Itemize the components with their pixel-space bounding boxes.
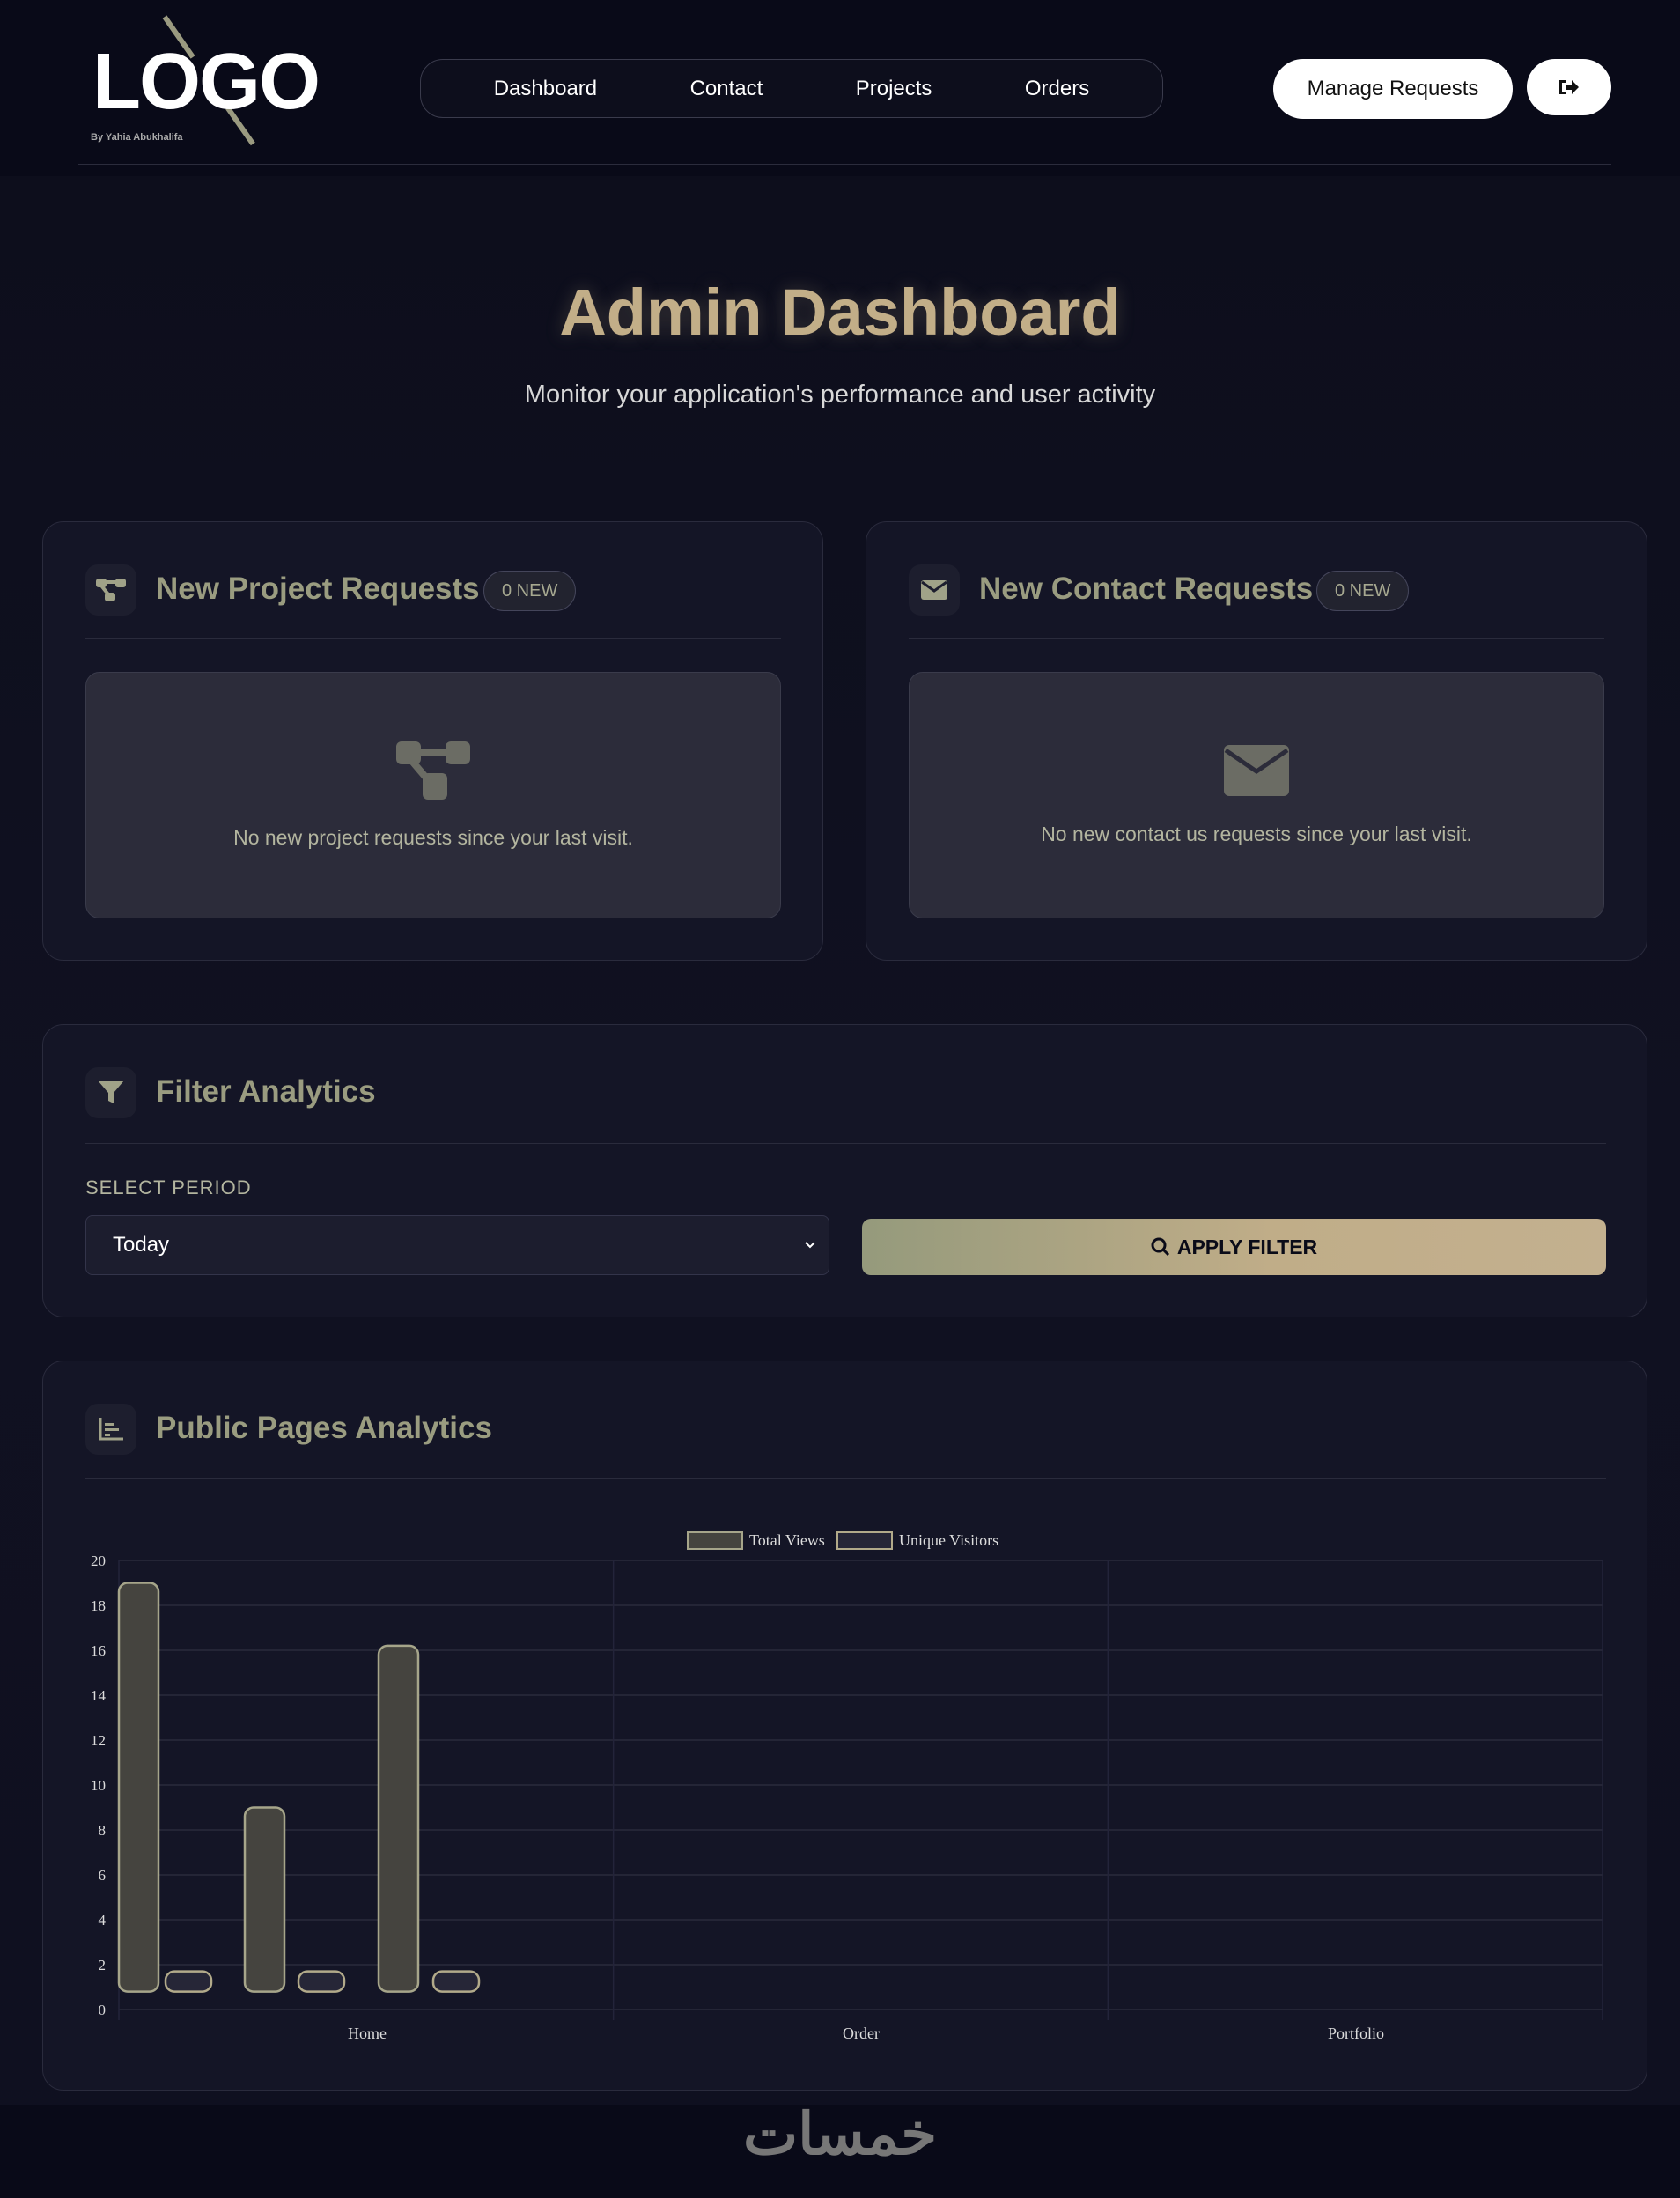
bar-total-views[interactable] [117, 1582, 160, 1993]
analytics-chart: Total Views Unique Visitors 0 2 4 6 8 10 12 14 1… [91, 1531, 1603, 2042]
y-tick-label: 8 [99, 1822, 107, 1839]
legend-total-views[interactable]: Total Views [749, 1531, 825, 1549]
chevron-down-icon [805, 1242, 815, 1249]
envelope-icon [1224, 744, 1289, 796]
project-diagram-icon [396, 741, 470, 800]
y-tick-label: 10 [91, 1777, 106, 1794]
legend-swatch-unique-visitors[interactable] [836, 1531, 893, 1550]
nav-projects[interactable]: Projects [855, 76, 932, 100]
card-title: Public Pages Analytics [156, 1411, 492, 1445]
y-tick-label: 2 [99, 1957, 107, 1973]
search-icon [1151, 1237, 1169, 1257]
manage-requests-button[interactable]: Manage Requests [1273, 59, 1513, 119]
y-tick-label: 16 [91, 1642, 106, 1659]
new-count-badge: 0 NEW [1316, 571, 1410, 611]
project-diagram-icon [85, 564, 136, 616]
divider [85, 1478, 1606, 1479]
legend-unique-visitors[interactable]: Unique Visitors [899, 1531, 998, 1549]
contact-requests-card: New Contact Requests 0 NEW No new contac… [866, 521, 1647, 961]
project-requests-card: New Project Requests 0 NEW No new projec… [42, 521, 823, 961]
apply-filter-button[interactable]: APPLY FILTER [862, 1219, 1606, 1275]
y-tick-label: 18 [91, 1597, 106, 1614]
apply-filter-label: APPLY FILTER [1176, 1235, 1318, 1258]
x-tick-label: Home [348, 2025, 387, 2042]
bar-unique-visitors[interactable] [164, 1970, 213, 1993]
filter-analytics-card: Filter Analytics SELECT PERIOD Today APP… [42, 1024, 1647, 1317]
card-title: New Contact Requests [979, 572, 1314, 606]
logout-button[interactable] [1527, 59, 1611, 115]
divider [85, 1143, 1606, 1144]
y-tick-label: 0 [99, 2002, 107, 2018]
period-select[interactable]: Today [85, 1215, 829, 1275]
x-tick-label: Portfolio [1328, 2025, 1384, 2042]
public-pages-analytics-card: Public Pages Analytics [42, 1361, 1647, 2091]
nav-contact[interactable]: Contact [689, 76, 763, 100]
logo-subtitle: By Yahia Abukhalifa [91, 132, 183, 143]
y-tick-label: 4 [99, 1912, 107, 1929]
envelope-icon [909, 564, 960, 616]
bar-total-views[interactable] [243, 1806, 286, 1993]
page-subtitle: Monitor your application's performance a… [524, 380, 1156, 409]
y-tick-label: 6 [99, 1867, 107, 1884]
header-divider [78, 164, 1611, 165]
main-nav: Dashboard Contact Projects Orders [420, 59, 1163, 118]
bar-unique-visitors[interactable] [431, 1970, 481, 1993]
period-value: Today [113, 1233, 170, 1257]
bar-unique-visitors[interactable] [297, 1970, 346, 1993]
chart-bar-icon [85, 1404, 136, 1455]
card-title: Filter Analytics [156, 1074, 376, 1109]
x-tick-label: Order [843, 2025, 880, 2042]
nav-dashboard[interactable]: Dashboard [493, 76, 598, 100]
empty-message: No new contact us requests since your la… [1041, 822, 1472, 845]
nav-orders[interactable]: Orders [1024, 76, 1090, 100]
divider [909, 638, 1604, 639]
legend-swatch-total-views[interactable] [687, 1531, 743, 1550]
y-tick-label: 14 [91, 1687, 107, 1704]
card-title: New Project Requests [156, 572, 480, 606]
divider [85, 638, 781, 639]
bar-total-views[interactable] [377, 1644, 420, 1993]
period-label: SELECT PERIOD [85, 1176, 252, 1199]
page-title: Admin Dashboard [559, 276, 1121, 349]
empty-state: No new project requests since your last … [85, 672, 781, 918]
y-tick-label: 12 [91, 1732, 106, 1749]
y-tick-label: 20 [91, 1553, 106, 1569]
sign-out-icon [1559, 80, 1579, 94]
empty-message: No new project requests since your last … [233, 825, 633, 849]
new-count-badge: 0 NEW [483, 571, 577, 611]
logo[interactable]: LOGO [92, 38, 321, 126]
empty-state: No new contact us requests since your la… [909, 672, 1604, 918]
khamsat-watermark: خمسات [742, 2101, 938, 2166]
filter-icon [85, 1067, 136, 1118]
